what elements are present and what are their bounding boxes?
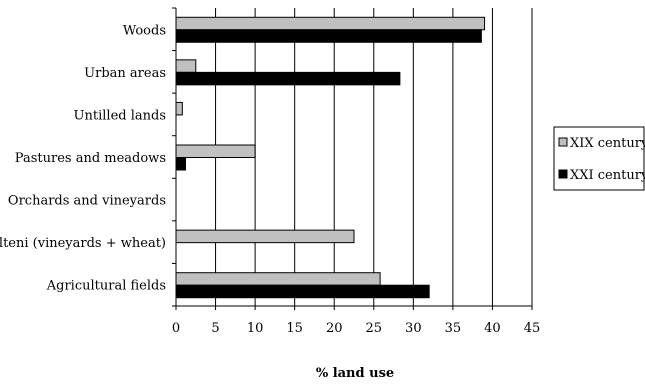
bars xyxy=(175,16,486,299)
x-axis-title: % land use xyxy=(316,366,394,381)
gridlines xyxy=(215,8,533,306)
bar-xxi-3 xyxy=(175,157,186,171)
x-tick-label: 45 xyxy=(524,321,541,336)
legend-swatch-xxi xyxy=(558,169,568,179)
x-tick-label: 20 xyxy=(326,321,343,336)
legend-label-xix: XIX century xyxy=(570,136,645,151)
bar-xxi-6 xyxy=(175,284,430,299)
x-tick-label: 25 xyxy=(366,321,383,336)
category-label: Woods xyxy=(123,23,166,38)
bar-xxi-1 xyxy=(175,71,401,86)
x-tick-label: 15 xyxy=(286,321,303,336)
bar-xix-1 xyxy=(175,59,197,73)
category-label: Pastures and meadows xyxy=(15,151,166,166)
legend: XIX century XXI century xyxy=(553,126,645,191)
bar-xix-2 xyxy=(175,101,183,116)
x-tick-label: 30 xyxy=(405,321,422,336)
bar-xix-6 xyxy=(175,272,381,286)
bar-xix-3 xyxy=(175,144,256,158)
legend-box xyxy=(553,126,645,191)
x-tick-label: 40 xyxy=(484,321,501,336)
legend-label-xxi: XXI century xyxy=(570,168,645,183)
category-label: Agricultural fields xyxy=(46,279,166,294)
category-label: Orchards and vineyards xyxy=(8,194,166,209)
x-tick-label: 5 xyxy=(211,321,219,336)
x-tick-label: 10 xyxy=(247,321,264,336)
x-tick-labels: 0 5 10 15 20 25 30 35 40 45 xyxy=(172,321,540,336)
category-label: Alteni (vineyards + wheat) xyxy=(0,236,166,251)
category-label: Untilled lands xyxy=(74,108,166,123)
category-label: Urban areas xyxy=(84,66,166,81)
bar-xix-5 xyxy=(175,229,355,244)
x-tick-label: 0 xyxy=(172,321,180,336)
legend-swatch-xix xyxy=(558,137,568,147)
category-labels: Woods Urban areas Untilled lands Pastures a… xyxy=(0,23,166,293)
x-tick-label: 35 xyxy=(445,321,462,336)
bar-xix-0 xyxy=(175,16,486,31)
bar-xxi-0 xyxy=(175,29,482,43)
axes xyxy=(172,7,533,310)
